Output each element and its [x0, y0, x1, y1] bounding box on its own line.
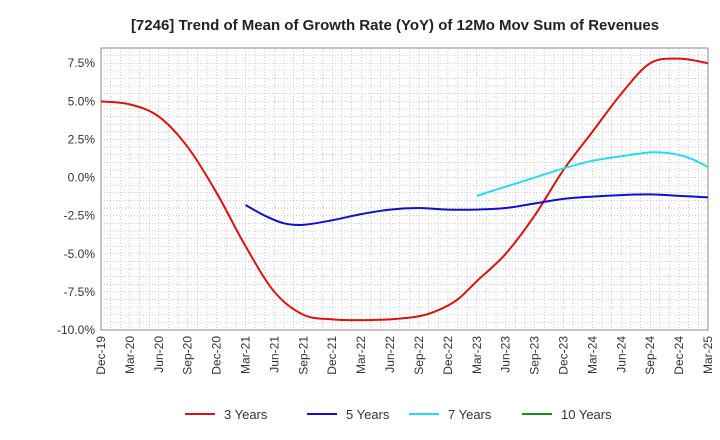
x-tick-label: Mar-20	[123, 336, 137, 374]
y-tick-label: 0.0%	[68, 171, 96, 185]
x-tick-label: Sep-20	[181, 336, 195, 375]
series-lines	[100, 57, 709, 322]
legend-label: 10 Years	[561, 407, 612, 422]
y-tick-label: -10.0%	[57, 323, 95, 337]
legend-item-7-years: 7 Years	[409, 407, 492, 422]
x-tick-label: Dec-19	[94, 336, 108, 375]
y-tick-label: 5.0%	[68, 94, 96, 108]
x-tick-label: Sep-21	[296, 336, 310, 375]
series-line-5-years	[245, 193, 709, 227]
x-tick-label: Dec-22	[441, 336, 455, 375]
x-tick-label: Mar-21	[239, 336, 253, 374]
x-tick-label: Mar-25	[701, 336, 715, 374]
series-line-7-years	[476, 151, 709, 197]
x-tick-label: Jun-23	[499, 336, 513, 373]
x-tick-label: Mar-24	[585, 336, 599, 374]
x-tick-label: Dec-21	[325, 336, 339, 375]
plot-area	[100, 47, 709, 331]
chart-title: [7246] Trend of Mean of Growth Rate (YoY…	[131, 17, 659, 34]
legend-label: 5 Years	[346, 407, 390, 422]
grid-lines	[101, 48, 708, 330]
legend: 3 Years 5 Years 7 Years 10 Years	[185, 407, 612, 422]
legend-item-5-years: 5 Years	[307, 407, 390, 422]
x-tick-label: Jun-21	[267, 336, 281, 373]
x-tick-label: Jun-22	[383, 336, 397, 373]
y-tick-label: 7.5%	[68, 56, 96, 70]
y-tick-label: -7.5%	[64, 285, 96, 299]
legend-item-3-years: 3 Years	[185, 407, 268, 422]
y-tick-label: -5.0%	[64, 247, 96, 261]
y-tick-label: -2.5%	[64, 209, 96, 223]
y-tick-label: 2.5%	[68, 132, 96, 146]
legend-label: 3 Years	[224, 407, 268, 422]
x-tick-label: Jun-24	[614, 336, 628, 373]
x-tick-label: Sep-22	[412, 336, 426, 375]
series-line-3-years	[100, 57, 709, 322]
y-axis-ticks: 7.5% 5.0% 2.5% 0.0% -2.5% -5.0% -7.5% -10.0%	[57, 56, 95, 337]
x-tick-label: Dec-23	[556, 336, 570, 375]
x-tick-label: Dec-24	[672, 336, 686, 375]
legend-label: 7 Years	[448, 407, 492, 422]
x-tick-label: Mar-23	[470, 336, 484, 374]
x-tick-label: Sep-23	[528, 336, 542, 375]
x-tick-label: Mar-22	[354, 336, 368, 374]
x-tick-label: Sep-24	[643, 336, 657, 375]
x-tick-label: Dec-20	[210, 336, 224, 375]
x-axis-ticks: Dec-19 Mar-20 Jun-20 Sep-20 Dec-20 Mar-21 Jun-…	[94, 336, 715, 375]
x-tick-label: Jun-20	[152, 336, 166, 373]
legend-item-10-years: 10 Years	[522, 407, 612, 422]
